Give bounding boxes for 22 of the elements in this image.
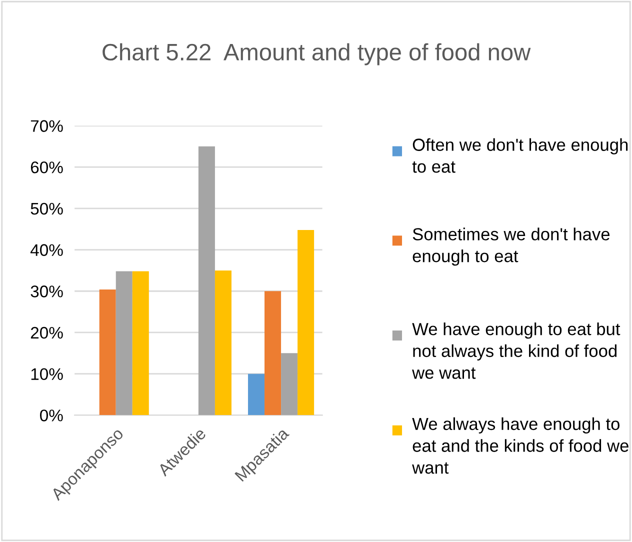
legend-label: We have enough to eat but not always the kind of food we want	[412, 322, 620, 379]
bar	[116, 271, 132, 416]
legend-label: We always have enough to eat and the kinds of food we want	[412, 417, 628, 474]
y-tick-label: 10%	[31, 368, 63, 380]
bar	[132, 271, 149, 416]
bar	[214, 270, 232, 416]
y-tick-label: 0%	[40, 410, 63, 422]
bar	[198, 146, 215, 416]
y-tick-label: 30%	[30, 286, 63, 298]
legend-label: Often we don't have enough to eat	[412, 138, 628, 173]
bar	[264, 291, 282, 416]
y-tick-label: 70%	[30, 120, 63, 132]
y-tick-label: 40%	[30, 244, 63, 256]
y-tick-label: 50%	[30, 202, 63, 215]
bar	[99, 289, 116, 416]
bar	[248, 374, 265, 416]
chart-title: Chart 5.22 Amount and type of food now	[102, 43, 531, 66]
y-tick-label: 60%	[30, 161, 63, 174]
bar	[281, 353, 298, 416]
legend-label: Sometimes we don't have enough to eat	[412, 228, 610, 266]
y-tick-label: 20%	[30, 326, 63, 339]
bar	[298, 230, 314, 416]
